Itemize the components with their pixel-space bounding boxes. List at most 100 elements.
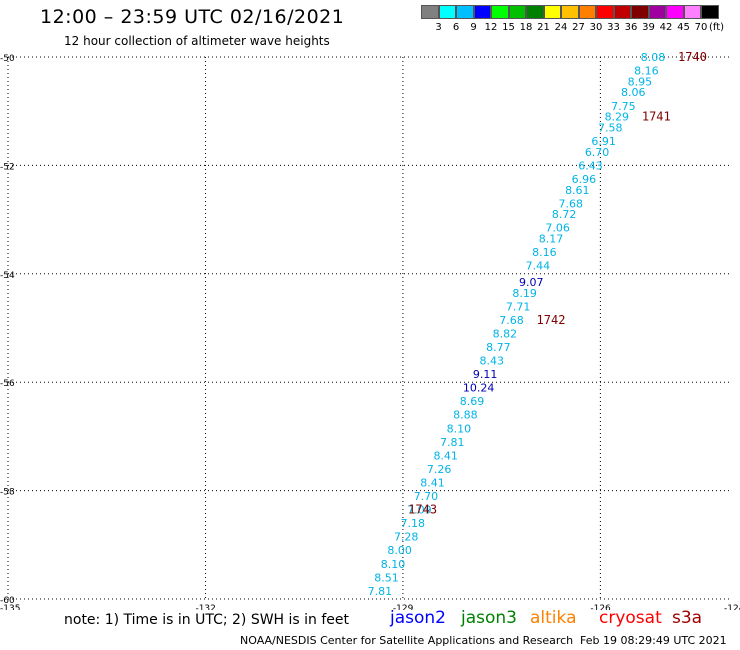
satellite-label-jason2: jason2	[390, 608, 446, 628]
x-tick-label: -126	[590, 604, 611, 610]
color-swatch	[473, 5, 491, 19]
color-scale-label: 21	[537, 22, 550, 33]
swh-data-label: 9.11	[473, 368, 498, 381]
color-swatch	[543, 5, 561, 19]
swh-data-label: 8.08	[641, 51, 666, 64]
x-tick-label: -132	[195, 604, 215, 610]
swh-data-label: 8.82	[493, 327, 518, 340]
x-tick-label: -124	[724, 604, 740, 610]
time-label: 1741	[642, 110, 671, 124]
satellite-label-altika: altika	[530, 608, 577, 628]
color-scale-label: 3	[435, 22, 442, 33]
chart-subtitle: 12 hour collection of altimeter wave hei…	[64, 34, 330, 48]
swh-data-label: 7.68	[499, 314, 524, 327]
color-swatch	[596, 5, 614, 19]
y-tick-label: -56	[0, 379, 15, 389]
swh-data-label: 7.28	[394, 531, 419, 544]
color-scale-label: (ft)	[708, 22, 725, 33]
color-swatch	[421, 5, 439, 19]
color-swatch	[701, 5, 719, 19]
color-scale-label: 42	[659, 22, 673, 33]
satellite-label-s3a: s3a	[672, 608, 703, 628]
y-tick-label: -52	[0, 162, 15, 172]
color-swatch	[561, 5, 579, 19]
color-scale-label: 30	[589, 22, 603, 33]
wave-height-map: -50-52-54-56-58-60-135-132-129-126-123-1…	[0, 50, 740, 610]
swh-data-label: 8.77	[486, 341, 511, 354]
swh-data-label: 8.16	[532, 246, 557, 259]
color-scale-label: 33	[607, 22, 620, 33]
color-scale-label: 39	[642, 22, 655, 33]
swh-data-label: 7.75	[611, 100, 636, 113]
y-tick-label: -54	[0, 271, 15, 281]
color-swatch	[666, 5, 684, 19]
time-label: 1740	[678, 50, 707, 64]
tick-labels: -50-52-54-56-58-60-135-132-129-126-123-1…	[0, 54, 740, 610]
swh-data-label: 10.24	[463, 382, 495, 395]
swh-data-label: 8.00	[387, 544, 412, 557]
swh-data-label: 8.51	[374, 571, 399, 584]
y-tick-label: -58	[0, 488, 15, 498]
x-tick-label: -129	[393, 604, 414, 610]
swh-data-label: 8.19	[512, 287, 537, 300]
swh-data-label: 8.17	[539, 233, 564, 246]
color-swatch	[508, 5, 526, 19]
satellite-label-cryosat: cryosat	[599, 608, 662, 628]
swh-data-label: 8.61	[565, 184, 590, 197]
swh-data-label: 7.68	[558, 197, 583, 210]
color-swatch	[526, 5, 544, 19]
color-swatch	[578, 5, 596, 19]
swh-data-label: 7.06	[545, 222, 570, 235]
swh-data-label: 8.95	[628, 75, 653, 88]
data-labels: 8.088.168.958.067.758.297.586.916.706.43…	[368, 50, 707, 598]
grid-lines	[8, 56, 732, 600]
time-label: 1742	[537, 313, 566, 327]
swh-data-label: 8.06	[621, 86, 646, 99]
color-scale-label: 24	[554, 22, 568, 33]
swh-data-label: 8.16	[634, 65, 659, 78]
color-swatch	[683, 5, 701, 19]
swh-data-label: 8.10	[381, 558, 406, 571]
color-scale-label: 45	[677, 22, 690, 33]
color-scale-label: 70	[694, 22, 708, 33]
color-scale-label: 6	[452, 22, 460, 33]
y-tick-label: -50	[0, 54, 15, 64]
color-swatch	[456, 5, 474, 19]
swh-data-label: 9.07	[519, 276, 544, 289]
color-scale-label: 15	[502, 22, 515, 33]
x-tick-label: -135	[0, 604, 20, 610]
swh-data-label: 7.70	[414, 490, 439, 503]
swh-data-label: 8.72	[552, 208, 577, 221]
color-scale-label: 9	[470, 22, 477, 33]
swh-data-label: 8.88	[453, 409, 478, 422]
swh-data-label: 6.43	[578, 159, 603, 172]
time-label: 1743	[408, 503, 437, 517]
swh-data-label: 6.91	[591, 135, 616, 148]
color-swatch	[648, 5, 666, 19]
chart-title: 12:00 – 23:59 UTC 02/16/2021	[40, 6, 345, 28]
swh-data-label: 8.69	[460, 395, 485, 408]
swh-data-label: 7.81	[368, 585, 393, 598]
footnote: note: 1) Time is in UTC; 2) SWH is in fe…	[64, 612, 350, 628]
swh-data-label: 7.09	[407, 504, 432, 517]
swh-data-label: 7.58	[598, 121, 623, 134]
footer-credit: NOAA/NESDIS Center for Satellite Applica…	[240, 634, 574, 647]
color-swatch	[631, 5, 649, 19]
satellite-label-jason3: jason3	[461, 608, 517, 628]
color-scale-bar	[421, 5, 719, 21]
swh-data-label: 8.29	[605, 111, 630, 124]
color-swatch	[491, 5, 509, 19]
swh-data-label: 7.26	[427, 463, 452, 476]
color-scale-label: 12	[484, 22, 498, 33]
swh-data-label: 6.70	[585, 146, 610, 159]
swh-data-label: 7.81	[440, 436, 465, 449]
color-scale-label: 18	[519, 22, 533, 33]
swh-data-label: 8.41	[433, 449, 458, 462]
y-tick-label: -60	[0, 596, 15, 606]
swh-data-label: 6.96	[572, 173, 597, 186]
color-swatch	[613, 5, 631, 19]
swh-data-label: 8.10	[447, 422, 472, 435]
swh-data-label: 7.71	[506, 300, 531, 313]
swh-data-label: 8.41	[420, 476, 445, 489]
color-scale-label: 36	[624, 22, 638, 33]
